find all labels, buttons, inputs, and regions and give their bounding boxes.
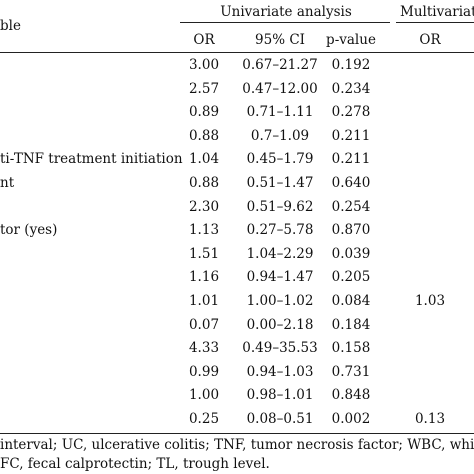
cell-p: 0.278 xyxy=(331,104,371,120)
cell-p: 0.254 xyxy=(331,199,371,215)
univariate-underline xyxy=(180,22,390,23)
header-variable: ble xyxy=(0,18,21,34)
cell-or: 1.01 xyxy=(188,293,220,309)
cell-ci: 0.51–9.62 xyxy=(246,199,314,215)
header-multivariate: Multivariate a xyxy=(400,4,474,20)
cell-variable: tor (yes) xyxy=(0,222,58,238)
cell-p: 0.234 xyxy=(331,81,371,97)
cell-ci: 0.08–0.51 xyxy=(246,411,314,427)
header-univariate: Univariate analysis xyxy=(220,4,352,20)
cell-p: 0.848 xyxy=(331,387,371,403)
cell-mv-or: 1.03 xyxy=(414,293,446,309)
table-bottom-rule xyxy=(0,433,474,434)
cell-ci: 0.7–1.09 xyxy=(250,128,310,144)
cell-ci: 0.94–1.03 xyxy=(246,364,314,380)
cell-or: 1.16 xyxy=(188,269,220,285)
cell-or: 1.04 xyxy=(188,151,220,167)
cell-ci: 0.71–1.11 xyxy=(246,104,314,120)
cell-variable: nt xyxy=(0,175,15,191)
cell-or: 2.57 xyxy=(188,81,220,97)
cell-ci: 0.98–1.01 xyxy=(246,387,314,403)
header-mv-or: OR xyxy=(419,32,441,48)
cell-p: 0.205 xyxy=(331,269,371,285)
cell-ci: 0.27–5.78 xyxy=(246,222,314,238)
header-or: OR xyxy=(193,32,215,48)
cell-p: 0.640 xyxy=(331,175,371,191)
cell-or: 0.88 xyxy=(188,175,220,191)
cell-ci: 0.51–1.47 xyxy=(246,175,314,191)
cell-ci: 0.45–1.79 xyxy=(246,151,314,167)
cell-ci: 0.67–21.27 xyxy=(242,57,318,73)
cell-p: 0.084 xyxy=(331,293,371,309)
cell-or: 1.13 xyxy=(188,222,220,238)
cell-ci: 0.00–2.18 xyxy=(246,317,314,333)
cell-mv-or: 0.13 xyxy=(414,411,446,427)
cell-or: 2.30 xyxy=(188,199,220,215)
cell-p: 0.002 xyxy=(331,411,371,427)
cell-ci: 0.94–1.47 xyxy=(246,269,314,285)
cell-p: 0.211 xyxy=(331,151,371,167)
header-bottom-rule xyxy=(0,52,474,53)
cell-variable: ti-TNF treatment initiation xyxy=(0,151,183,167)
header-ci: 95% CI xyxy=(255,32,305,48)
cell-or: 0.07 xyxy=(188,317,220,333)
cell-ci: 0.49–35.53 xyxy=(242,340,318,356)
cell-ci: 1.04–2.29 xyxy=(246,246,314,262)
cell-or: 3.00 xyxy=(188,57,220,73)
cell-p: 0.211 xyxy=(331,128,371,144)
cell-or: 0.25 xyxy=(188,411,220,427)
multivariate-underline xyxy=(396,22,474,23)
cell-or: 1.00 xyxy=(188,387,220,403)
cell-p: 0.039 xyxy=(331,246,371,262)
cell-p: 0.731 xyxy=(331,364,371,380)
cell-or: 0.89 xyxy=(188,104,220,120)
cell-or: 0.99 xyxy=(188,364,220,380)
header-p: p-value xyxy=(326,32,376,48)
cell-or: 1.51 xyxy=(188,246,220,262)
cell-ci: 1.00–1.02 xyxy=(246,293,314,309)
cell-p: 0.184 xyxy=(331,317,371,333)
cell-p: 0.192 xyxy=(331,57,371,73)
cell-or: 4.33 xyxy=(188,340,220,356)
cell-p: 0.158 xyxy=(331,340,371,356)
cell-or: 0.88 xyxy=(188,128,220,144)
footnote-line-1: interval; UC, ulcerative colitis; TNF, t… xyxy=(0,437,474,453)
footnote-line-2: FC, fecal calprotectin; TL, trough level… xyxy=(0,456,270,472)
cell-p: 0.870 xyxy=(331,222,371,238)
cell-ci: 0.47–12.00 xyxy=(242,81,318,97)
